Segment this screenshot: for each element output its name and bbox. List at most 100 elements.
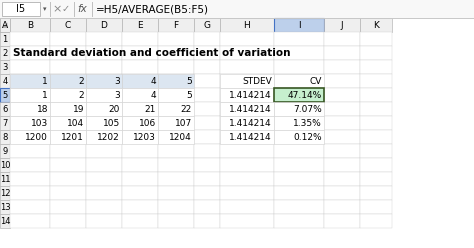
Bar	[158, 74, 194, 88]
Bar	[158, 60, 194, 74]
Bar	[360, 74, 392, 88]
Bar	[86, 18, 122, 32]
Bar	[50, 172, 86, 186]
Text: STDEV: STDEV	[242, 76, 272, 86]
Text: G: G	[203, 21, 210, 30]
Bar	[10, 46, 50, 60]
Bar	[194, 116, 220, 130]
Text: H: H	[244, 21, 250, 30]
Text: CV: CV	[310, 76, 322, 86]
Bar	[122, 88, 158, 102]
Bar	[122, 130, 158, 144]
Bar	[274, 74, 324, 88]
Bar	[194, 60, 220, 74]
Text: 107: 107	[175, 119, 192, 127]
Bar	[10, 74, 50, 88]
Text: 22: 22	[181, 104, 192, 114]
Bar	[360, 130, 392, 144]
Bar	[158, 32, 194, 46]
Bar	[220, 74, 274, 88]
Bar	[10, 144, 50, 158]
Bar	[50, 46, 86, 60]
Text: 5: 5	[2, 91, 8, 99]
Bar	[194, 32, 220, 46]
Bar	[10, 88, 50, 102]
Text: 2: 2	[78, 76, 84, 86]
Bar	[86, 102, 122, 116]
Bar	[50, 60, 86, 74]
Text: 10: 10	[0, 160, 10, 169]
Text: I5: I5	[17, 4, 26, 14]
Text: 1.414214: 1.414214	[229, 104, 272, 114]
Bar	[122, 32, 158, 46]
Bar	[2, 2, 40, 16]
Bar	[274, 60, 324, 74]
Bar	[220, 186, 274, 200]
Bar	[360, 60, 392, 74]
Bar	[122, 88, 158, 102]
Text: 1203: 1203	[133, 132, 156, 142]
Bar	[0, 32, 10, 46]
Text: 106: 106	[139, 119, 156, 127]
Bar	[122, 18, 158, 32]
Bar	[158, 88, 194, 102]
Bar	[220, 88, 274, 102]
Bar	[86, 130, 122, 144]
Bar	[86, 200, 122, 214]
Bar	[10, 116, 50, 130]
Bar	[274, 172, 324, 186]
Bar	[158, 130, 194, 144]
Bar	[50, 144, 86, 158]
Bar	[194, 130, 220, 144]
Bar	[274, 158, 324, 172]
Bar	[274, 88, 324, 102]
Bar	[122, 74, 158, 88]
Bar	[122, 200, 158, 214]
Bar	[220, 172, 274, 186]
Text: B: B	[27, 21, 33, 30]
Text: 13: 13	[0, 203, 10, 212]
Bar	[10, 74, 50, 88]
Bar	[194, 158, 220, 172]
Text: 5: 5	[186, 76, 192, 86]
Bar	[86, 116, 122, 130]
Bar	[220, 46, 274, 60]
Text: 7: 7	[2, 119, 8, 127]
Bar	[122, 74, 158, 88]
Bar	[274, 130, 324, 144]
Bar	[0, 74, 10, 88]
Bar	[122, 116, 158, 130]
Text: 3: 3	[2, 62, 8, 71]
Text: 14: 14	[0, 217, 10, 225]
Bar	[360, 116, 392, 130]
Text: E: E	[137, 21, 143, 30]
Bar	[360, 46, 392, 60]
Bar	[274, 200, 324, 214]
Text: J: J	[341, 21, 343, 30]
Bar	[50, 102, 86, 116]
Bar	[324, 172, 360, 186]
Bar	[86, 32, 122, 46]
Bar	[158, 102, 194, 116]
Text: 4: 4	[2, 76, 8, 86]
Text: K: K	[373, 21, 379, 30]
Bar	[274, 116, 324, 130]
Bar	[50, 74, 86, 88]
Text: ✓: ✓	[62, 4, 70, 14]
Bar	[360, 102, 392, 116]
Bar	[324, 130, 360, 144]
Bar	[86, 102, 122, 116]
Bar	[86, 172, 122, 186]
Bar	[324, 46, 360, 60]
Text: A: A	[2, 21, 8, 30]
Bar	[0, 158, 10, 172]
Text: 105: 105	[103, 119, 120, 127]
Bar	[10, 214, 50, 228]
Bar	[0, 172, 10, 186]
Bar	[274, 116, 324, 130]
Bar	[360, 158, 392, 172]
Bar	[10, 130, 50, 144]
Bar	[50, 102, 86, 116]
Text: 12: 12	[0, 188, 10, 197]
Bar	[220, 158, 274, 172]
